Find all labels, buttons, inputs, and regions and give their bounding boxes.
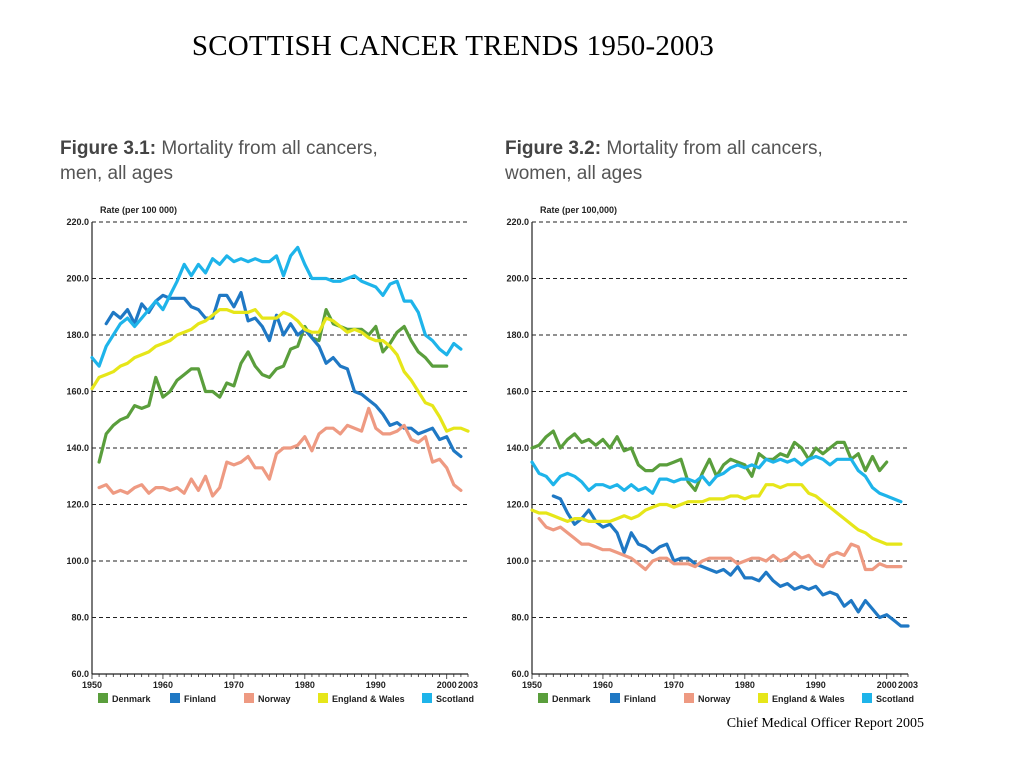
chart2-legend-item-norway: Norway <box>684 693 731 704</box>
chart1-ytick-label: 100.0 <box>66 556 89 566</box>
chart1-legend-swatch-scotland <box>422 693 432 703</box>
figure-3-2-label: Figure 3.2: <box>505 138 602 159</box>
chart1-legend-item-denmark: Denmark <box>98 693 152 704</box>
chart1-legend-item-scotland: Scotland <box>422 693 474 704</box>
chart1-xtick-label: 1990 <box>366 680 386 690</box>
chart1-legend-label-finland: Finland <box>184 694 216 704</box>
chart1-ytick-label: 140.0 <box>66 443 89 453</box>
chart1-ytick-label: 60.0 <box>71 669 89 679</box>
chart2-series-finland <box>551 494 910 628</box>
chart1-xtick-label: 2003 <box>458 680 478 690</box>
chart-men: Rate (per 100 000) 60.0 80.0 100.0 120.0 140.… <box>50 200 530 720</box>
chart1-legend-item-norway: Norway <box>244 693 291 704</box>
chart2-ytick-label: 140.0 <box>506 443 529 453</box>
figure-3-1-title-line2: men, all ages <box>60 163 174 184</box>
chart2-legend-swatch-england-wales <box>758 693 768 703</box>
chart1-ylabel: Rate (per 100 000) <box>100 205 177 215</box>
chart2-xtick-label: 2003 <box>898 680 918 690</box>
chart2-legend-swatch-norway <box>684 693 694 703</box>
chart1-legend-label-denmark: Denmark <box>112 694 152 704</box>
chart2-legend-item-denmark: Denmark <box>538 693 592 704</box>
chart1-xtick-label: 1950 <box>82 680 102 690</box>
chart2-xtick-label: 1990 <box>806 680 826 690</box>
chart-men-svg: Rate (per 100 000) 60.0 80.0 100.0 120.0 140.… <box>66 205 478 704</box>
chart2-legend-label-norway: Norway <box>698 694 731 704</box>
chart1-ytick-label: 180.0 <box>66 330 89 340</box>
chart2-series-scotland <box>530 454 903 504</box>
chart2-series-norway <box>537 517 903 572</box>
chart1-ytick-label: 160.0 <box>66 387 89 397</box>
chart1-series-scotland <box>90 245 463 368</box>
chart2-xtick-label: 1970 <box>664 680 684 690</box>
chart2-xtick-label: 1950 <box>522 680 542 690</box>
figure-3-2-title-line2: women, all ages <box>505 163 643 184</box>
chart2-xtick-label: 1980 <box>735 680 755 690</box>
chart-women: Rate (per 100,000) 60.0 80.0 100.0 120.0 140.… <box>490 200 970 720</box>
chart2-ytick-label: 100.0 <box>506 556 529 566</box>
chart1-legend-label-norway: Norway <box>258 694 291 704</box>
chart1-series-england-wales <box>90 307 470 433</box>
chart2-ylabel: Rate (per 100,000) <box>540 205 617 215</box>
chart2-legend-item-finland: Finland <box>610 693 656 704</box>
figure-3-2-title: Figure 3.2: Mortality from all cancers, … <box>505 136 925 186</box>
chart1-ytick-label: 220.0 <box>66 217 89 227</box>
figure-3-2-title-line1: Mortality from all cancers, <box>606 138 823 159</box>
chart2-ytick-label: 200.0 <box>506 274 529 284</box>
chart2-series-denmark <box>530 429 889 492</box>
chart1-legend-label-scotland: Scotland <box>436 694 474 704</box>
chart1-legend-swatch-finland <box>170 693 180 703</box>
figure-3-1-label: Figure 3.1: <box>60 138 157 159</box>
chart2-legend-label-finland: Finland <box>624 694 656 704</box>
chart1-legend-label-england-wales: England & Wales <box>332 694 405 704</box>
chart1-legend-swatch-denmark <box>98 693 108 703</box>
slide-title: SCOTTISH CANCER TRENDS 1950-2003 <box>191 30 715 62</box>
chart1-xtick-label: 1960 <box>153 680 173 690</box>
figure-3-1-title: Figure 3.1: Mortality from all cancers, … <box>60 136 480 186</box>
chart1-xtick-label: 2000 <box>437 680 457 690</box>
chart1-legend-item-england-wales: England & Wales <box>318 693 405 704</box>
chart2-legend-item-england-wales: England & Wales <box>758 693 845 704</box>
chart2-ytick-label: 180.0 <box>506 330 529 340</box>
chart2-ytick-label: 120.0 <box>506 500 529 510</box>
chart1-ytick-label: 200.0 <box>66 274 89 284</box>
chart1-legend-swatch-england-wales <box>318 693 328 703</box>
chart-women-svg: Rate (per 100,000) 60.0 80.0 100.0 120.0 140.… <box>506 205 918 704</box>
chart2-series-england-wales <box>530 483 903 546</box>
chart2-xtick-label: 2000 <box>877 680 897 690</box>
chart1-ytick-label: 80.0 <box>71 613 89 623</box>
chart1-xtick-label: 1970 <box>224 680 244 690</box>
chart1-series-norway <box>97 406 463 498</box>
chart2-legend-swatch-denmark <box>538 693 548 703</box>
chart2-legend-item-scotland: Scotland <box>862 693 914 704</box>
figure-3-1-title-line1: Mortality from all cancers, <box>161 138 378 159</box>
chart2-xtick-label: 1960 <box>593 680 613 690</box>
chart2-legend-label-scotland: Scotland <box>876 694 914 704</box>
chart2-legend-swatch-finland <box>610 693 620 703</box>
source-credit: Chief Medical Officer Report 2005 <box>726 716 924 731</box>
chart2-ytick-label: 60.0 <box>511 669 529 679</box>
chart1-legend-item-finland: Finland <box>170 693 216 704</box>
chart2-ytick-label: 80.0 <box>511 613 529 623</box>
chart2-legend-swatch-scotland <box>862 693 872 703</box>
chart2-legend-label-denmark: Denmark <box>552 694 592 704</box>
chart2-ytick-label: 220.0 <box>506 217 529 227</box>
chart2-legend-label-england-wales: England & Wales <box>772 694 845 704</box>
chart1-xtick-label: 1980 <box>295 680 315 690</box>
chart1-ytick-label: 120.0 <box>66 500 89 510</box>
chart2-ytick-label: 160.0 <box>506 387 529 397</box>
chart1-legend-swatch-norway <box>244 693 254 703</box>
